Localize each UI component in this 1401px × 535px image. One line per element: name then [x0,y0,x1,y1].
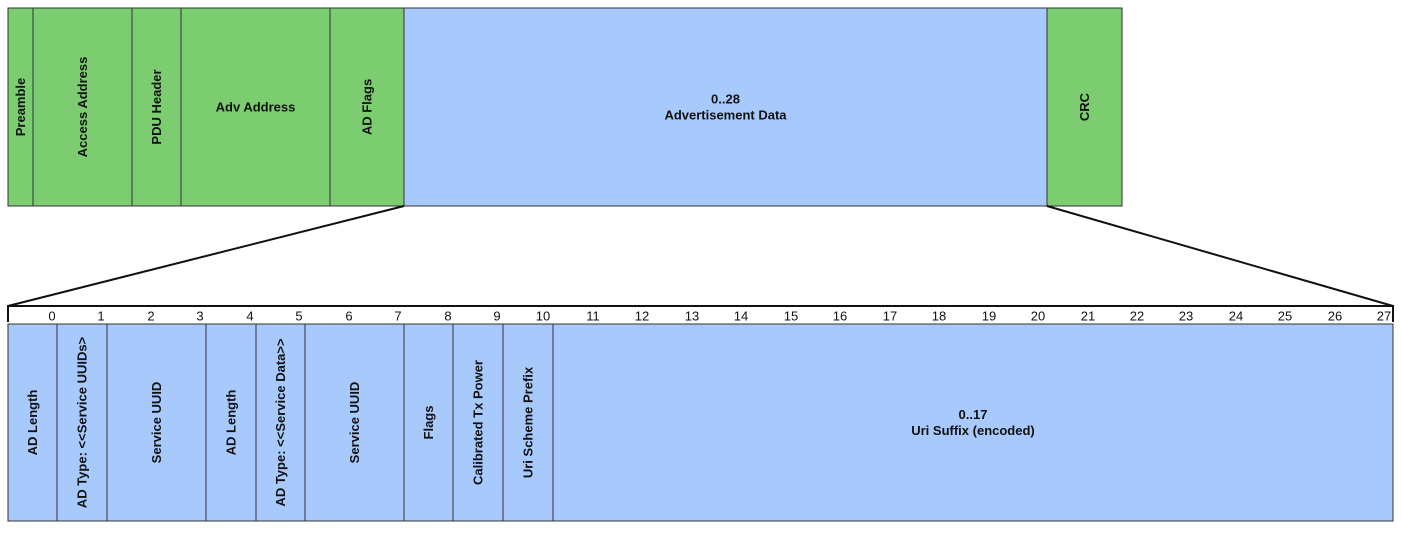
packet-field-preamble-label: Preamble [13,78,28,137]
byte-field-uri-scheme-prefix-box [502,323,554,522]
packet-field-adv-address-label: Adv Address [216,100,296,115]
packet-field-pdu-header: PDU Header [131,7,182,207]
ruler-tick-label: 26 [1328,309,1342,324]
byte-field-ad-type-service-uuids-label: AD Type: <<Service UUIDs> [75,336,90,508]
ruler-tick-label: 18 [932,309,946,324]
ruler-tick-label: 16 [833,309,847,324]
ruler-bracket [7,305,1394,322]
packet-field-adv-address-box [180,7,331,207]
byte-field-uri-scheme-prefix-label: Uri Scheme Prefix [521,366,536,478]
byte-field-ad-type-service-data: AD Type: <<Service Data>> [255,323,306,522]
byte-field-ad-length-1: AD Length [7,323,58,522]
ruler-tick-label: 21 [1081,309,1095,324]
packet-field-row: Preamble Access Address PDU Header Adv Addr… [7,7,1123,207]
byte-field-calibrated-tx-power-label: Calibrated Tx Power [471,360,486,485]
ruler-tick-label: 4 [246,309,253,324]
byte-field-ad-length-1-label: AD Length [25,390,40,456]
ruler-tick-label: 7 [394,309,401,324]
ruler-tick-label: 19 [982,309,996,324]
packet-field-ad-flags-box [329,7,405,207]
byte-field-ad-length-2-label: AD Length [224,390,239,456]
packet-field-crc: CRC [1046,7,1123,207]
ruler-tick-label: 0 [48,309,55,324]
packet-field-preamble: Preamble [7,7,34,207]
byte-field-ad-length-2-box [205,323,257,522]
advertisement-data-field-row: AD Length AD Type: <<Service UUIDs> Servic… [7,323,1394,522]
ruler-tick-label: 2 [147,309,154,324]
packet-field-advertisement-data-label: Advertisement Data [664,108,787,123]
byte-field-uri-suffix-box [552,323,1394,522]
ruler-tick-label: 17 [883,309,897,324]
byte-field-ad-type-service-uuids: AD Type: <<Service UUIDs> [56,323,108,522]
ruler-tick-label: 15 [784,309,798,324]
byte-field-service-uuid-1-box [106,323,207,522]
byte-field-service-uuid-2-box [304,323,405,522]
byte-field-uri-suffix-label: Uri Suffix (encoded) [911,423,1035,438]
byte-field-calibrated-tx-power: Calibrated Tx Power [452,323,504,522]
packet-field-crc-box [1046,7,1123,207]
ruler-tick-label: 27 [1377,309,1391,324]
packet-field-access-address: Access Address [32,7,133,207]
byte-field-ad-length-1-box [7,323,58,522]
byte-field-service-uuid-2: Service UUID [304,323,405,522]
ruler-tick-label: 14 [734,309,748,324]
ruler-tick-label: 12 [635,309,649,324]
byte-field-calibrated-tx-power-box [452,323,504,522]
byte-field-ad-type-service-data-label: AD Type: <<Service Data>> [273,338,288,507]
packet-field-access-address-box [32,7,133,207]
byte-ruler: 0 1 2 3 4 5 6 7 8 9 10 11 12 13 14 15 16 17 18 19 20 21 22 23 24… [7,305,1394,324]
packet-field-ad-flags-label: AD Flags [360,79,375,135]
packet-field-preamble-box [7,7,34,207]
byte-field-service-uuid-1: Service UUID [106,323,207,522]
ruler-tick-label: 25 [1278,309,1292,324]
packet-field-advertisement-data-box [403,7,1048,207]
byte-field-uri-suffix-range: 0..17 [959,407,988,422]
byte-field-service-uuid-1-label: Service UUID [149,382,164,464]
byte-field-ad-type-service-uuids-box [56,323,108,522]
byte-field-flags-box [403,323,454,522]
byte-field-uri-scheme-prefix: Uri Scheme Prefix [502,323,554,522]
ruler-tick-label: 22 [1130,309,1144,324]
ruler-tick-label: 24 [1229,309,1243,324]
ruler-tick-label: 20 [1031,309,1045,324]
ruler-tick-label: 11 [586,309,600,324]
packet-field-ad-flags: AD Flags [329,7,405,207]
ruler-tick-label: 6 [345,309,352,324]
byte-field-flags-label: Flags [421,406,436,440]
packet-field-pdu-header-label: PDU Header [149,69,164,144]
zoom-line-right [1046,205,1394,307]
ruler-tick-label: 8 [444,309,451,324]
ruler-tick-label: 5 [295,309,302,324]
packet-field-pdu-header-box [131,7,182,207]
packet-field-access-address-label: Access Address [75,57,90,158]
packet-field-crc-label: CRC [1077,92,1092,121]
zoom-connector-lines [7,205,1394,307]
byte-field-service-uuid-2-label: Service UUID [347,382,362,464]
ruler-tick-label: 23 [1179,309,1193,324]
byte-field-ad-length-2: AD Length [205,323,257,522]
ruler-tick-label: 13 [685,309,699,324]
ruler-tick-label: 1 [97,309,104,324]
packet-field-advertisement-data-range: 0..28 [711,92,740,107]
ruler-tick-label: 10 [536,309,550,324]
ruler-tick-label: 3 [196,309,203,324]
zoom-line-left [7,205,405,307]
byte-field-flags: Flags [403,323,454,522]
byte-field-ad-type-service-data-box [255,323,306,522]
packet-field-adv-address: Adv Address [180,7,331,207]
ruler-tick-label: 9 [493,309,500,324]
